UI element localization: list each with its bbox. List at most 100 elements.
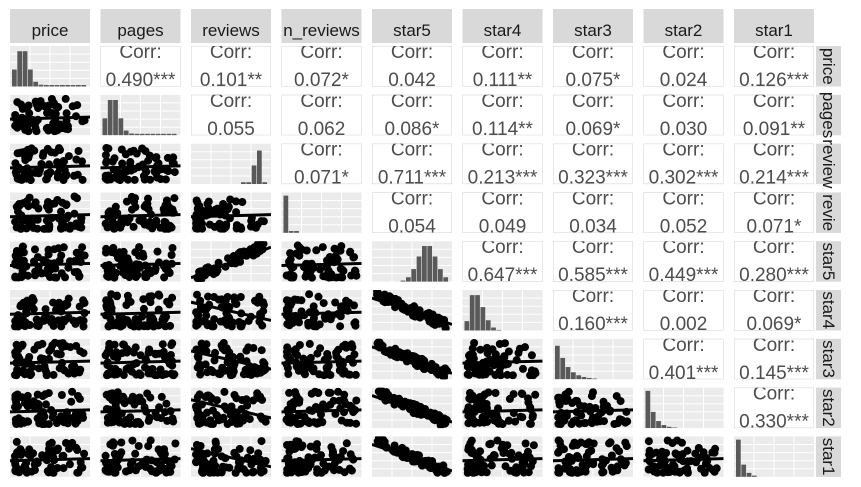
scatter-point <box>59 464 68 473</box>
row-strip <box>816 192 841 233</box>
panel-star1-pages <box>100 436 181 477</box>
scatter-point <box>199 468 208 477</box>
panel-star2-star2 <box>643 387 724 429</box>
scatter-point <box>195 419 204 428</box>
scatter-point <box>554 436 563 445</box>
trend-line <box>10 115 90 121</box>
histogram-bar <box>560 357 566 380</box>
histogram-bar <box>118 118 124 136</box>
scatter-point <box>64 152 73 161</box>
scatter-point <box>201 360 210 369</box>
scatter-point <box>54 244 63 253</box>
scatter-point <box>239 370 248 379</box>
scatter-point <box>135 393 144 402</box>
scatter-point <box>676 467 685 476</box>
scatter-point <box>521 439 530 448</box>
corr-panel <box>643 290 724 331</box>
corr-label: Corr: <box>753 335 795 356</box>
scatter-point <box>284 271 293 280</box>
scatter-point <box>164 167 173 175</box>
scatter-point <box>79 322 88 331</box>
histogram-bar <box>661 425 667 429</box>
panel-n_reviews-star2: Corr: 0.052 <box>643 192 724 233</box>
corr-panel <box>643 192 724 233</box>
scatter-point <box>162 399 171 408</box>
column-strip <box>100 9 181 43</box>
scatter-point <box>304 464 313 473</box>
panel-reviews-pages <box>100 143 181 185</box>
histogram-bar <box>496 329 502 331</box>
histogram-bar <box>123 130 129 136</box>
scatter-point <box>62 342 71 351</box>
corr-value: 0.145*** <box>739 363 809 384</box>
scatter-point <box>43 108 51 117</box>
scatter-point <box>312 246 321 255</box>
histogram-bar <box>432 256 438 282</box>
scatter-point <box>17 393 26 402</box>
row-strip-label: star5 <box>819 243 838 281</box>
scatter-point <box>398 443 407 452</box>
scatter-point <box>35 419 44 428</box>
scatter-point <box>76 347 85 356</box>
scatter-point <box>16 302 25 311</box>
scatter-point <box>323 365 332 374</box>
corr-label: Corr: <box>391 91 433 112</box>
scatter-point <box>32 321 41 330</box>
scatter-point <box>18 242 27 251</box>
row-strip <box>816 387 841 429</box>
scatter-point <box>612 444 621 453</box>
scatter-point <box>352 396 361 405</box>
scatter-point <box>503 441 512 450</box>
scatter-point <box>588 413 597 422</box>
histogram-bar <box>171 133 177 136</box>
scatter-point <box>21 322 29 331</box>
corr-label: Corr: <box>753 286 795 307</box>
panel-reviews-star1: Corr: 0.214*** <box>734 143 814 185</box>
histogram-bar <box>60 85 65 87</box>
scatter-point <box>11 121 20 130</box>
scatter-point <box>286 299 295 308</box>
panel-star5-price <box>10 241 90 282</box>
scatter-point <box>243 401 252 410</box>
scatter-point <box>49 321 58 330</box>
scatter-point <box>11 403 19 412</box>
scatter-point <box>131 449 140 458</box>
panel-star5-star3: Corr: 0.585*** <box>553 241 633 282</box>
scatter-point <box>111 202 120 211</box>
scatter-point <box>610 420 619 428</box>
panel-reviews-price <box>10 143 90 185</box>
scatter-point <box>117 145 126 154</box>
corr-value: 0.069* <box>566 119 622 140</box>
scatter-point <box>155 291 164 300</box>
scatter-point <box>350 253 359 262</box>
scatter-point <box>144 442 153 451</box>
panel-pages-star2: Corr: 0.030 <box>643 94 724 136</box>
corr-value: 0.062 <box>298 119 346 140</box>
scatter-point <box>206 367 215 376</box>
panel-star4-reviews <box>191 290 271 331</box>
scatter-point <box>554 419 563 428</box>
scatter-point <box>284 418 293 426</box>
corr-panel <box>553 143 633 185</box>
scatter-point <box>222 220 231 229</box>
scatter-point <box>31 118 39 127</box>
scatter-point <box>476 345 485 354</box>
corr-panel <box>100 46 181 87</box>
scatter-point <box>326 388 335 397</box>
trend-line <box>191 447 271 469</box>
scatter-point <box>160 217 169 226</box>
trend-line <box>372 345 452 375</box>
scatter-point <box>108 441 117 450</box>
scatter-point <box>512 468 521 477</box>
corr-panel <box>191 94 271 136</box>
scatter-point <box>159 205 168 213</box>
scatter-point <box>47 148 56 157</box>
scatter-point <box>107 272 116 281</box>
scatter-point <box>121 264 130 273</box>
corr-panel <box>281 46 362 87</box>
scatter-point <box>403 349 412 358</box>
trend-line <box>462 408 543 414</box>
scatter-point <box>166 321 175 330</box>
scatter-point <box>54 444 62 453</box>
scatter-point <box>350 301 358 310</box>
